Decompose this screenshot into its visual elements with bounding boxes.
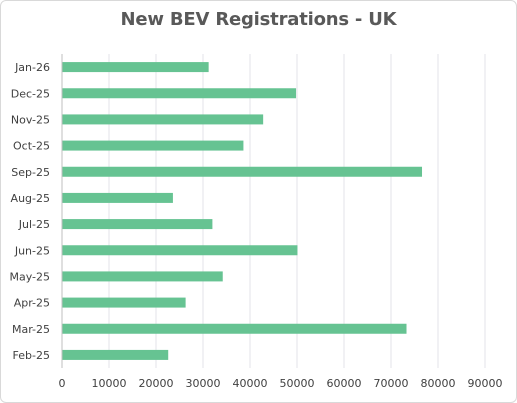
x-tick-label: 80000	[421, 377, 456, 390]
y-tick-label: Jan-26	[14, 61, 50, 74]
x-tick-label: 10000	[92, 377, 127, 390]
bar	[62, 166, 423, 177]
y-tick-label: Sep-25	[11, 166, 50, 179]
y-tick-label: Apr-25	[14, 297, 50, 310]
x-tick-label: 40000	[233, 377, 268, 390]
bar	[62, 192, 173, 203]
bar	[62, 140, 244, 151]
bar	[62, 349, 169, 360]
bar	[62, 297, 186, 308]
y-tick-label: Nov-25	[11, 113, 50, 126]
bar	[62, 88, 297, 99]
bar	[62, 219, 213, 230]
y-tick-label: Mar-25	[12, 323, 50, 336]
x-tick-label: 30000	[186, 377, 221, 390]
gridlines	[108, 54, 486, 368]
x-tick-label: 50000	[280, 377, 315, 390]
y-tick-label: Dec-25	[11, 87, 50, 100]
bar	[62, 245, 298, 256]
y-tick-label: Jul-25	[18, 218, 50, 231]
x-tick-label: 70000	[374, 377, 409, 390]
value-tick-labels: 0 10000 20000 30000 40000 50000 60000 70000 8000…	[59, 377, 503, 390]
y-tick-label: Feb-25	[13, 349, 50, 362]
bar	[62, 271, 223, 282]
category-labels: Jan-26 Dec-25 Nov-25 Oct-25 Sep-25 Aug-25 Jul-…	[9, 61, 50, 362]
chart-title: New BEV Registrations - UK	[120, 9, 397, 30]
x-tick-label: 90000	[468, 377, 503, 390]
y-tick-label: Oct-25	[13, 140, 50, 153]
x-tick-label: 60000	[327, 377, 362, 390]
x-tick-label: 0	[59, 377, 66, 390]
bars	[62, 62, 423, 360]
bar	[62, 323, 407, 334]
x-tick-label: 20000	[139, 377, 174, 390]
bar	[62, 62, 209, 73]
y-tick-label: May-25	[9, 270, 50, 283]
bar	[62, 114, 264, 125]
y-tick-label: Jun-25	[14, 244, 50, 257]
y-tick-label: Aug-25	[11, 192, 50, 205]
